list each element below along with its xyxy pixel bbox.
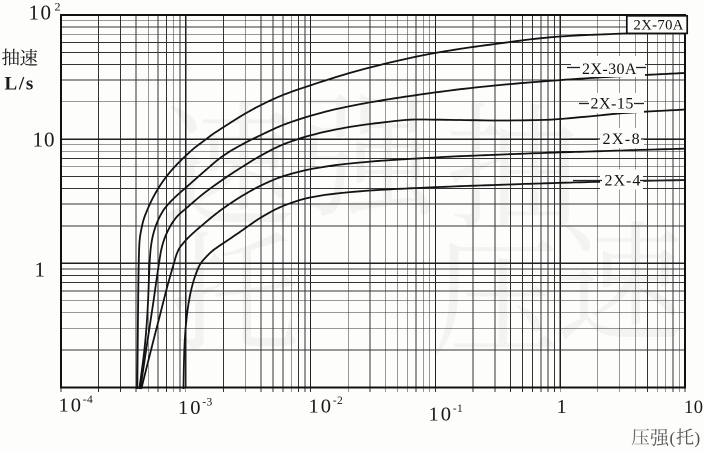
svg-text:2X-15: 2X-15	[591, 96, 634, 113]
svg-text:(: (	[670, 429, 676, 448]
svg-text:-4: -4	[83, 394, 94, 406]
svg-text:10: 10	[429, 404, 454, 426]
svg-text:10: 10	[309, 396, 334, 418]
svg-text:10: 10	[59, 395, 84, 417]
svg-text:1: 1	[35, 258, 46, 282]
svg-text:2X-4: 2X-4	[605, 173, 642, 190]
svg-text:-1: -1	[453, 403, 464, 415]
svg-text:2: 2	[55, 0, 61, 14]
svg-text:): )	[695, 429, 701, 448]
svg-text:10: 10	[684, 398, 704, 418]
svg-text:10: 10	[29, 1, 53, 25]
svg-text:2X-8: 2X-8	[603, 131, 641, 148]
svg-text:10: 10	[33, 128, 56, 152]
svg-text:-2: -2	[333, 395, 344, 407]
svg-text:2X-30A: 2X-30A	[582, 61, 637, 78]
svg-text:10: 10	[178, 397, 203, 419]
svg-text:1: 1	[557, 396, 567, 418]
svg-text:2X-70A: 2X-70A	[634, 18, 684, 34]
svg-text:L/s: L/s	[5, 74, 35, 95]
svg-text:-3: -3	[202, 397, 213, 409]
